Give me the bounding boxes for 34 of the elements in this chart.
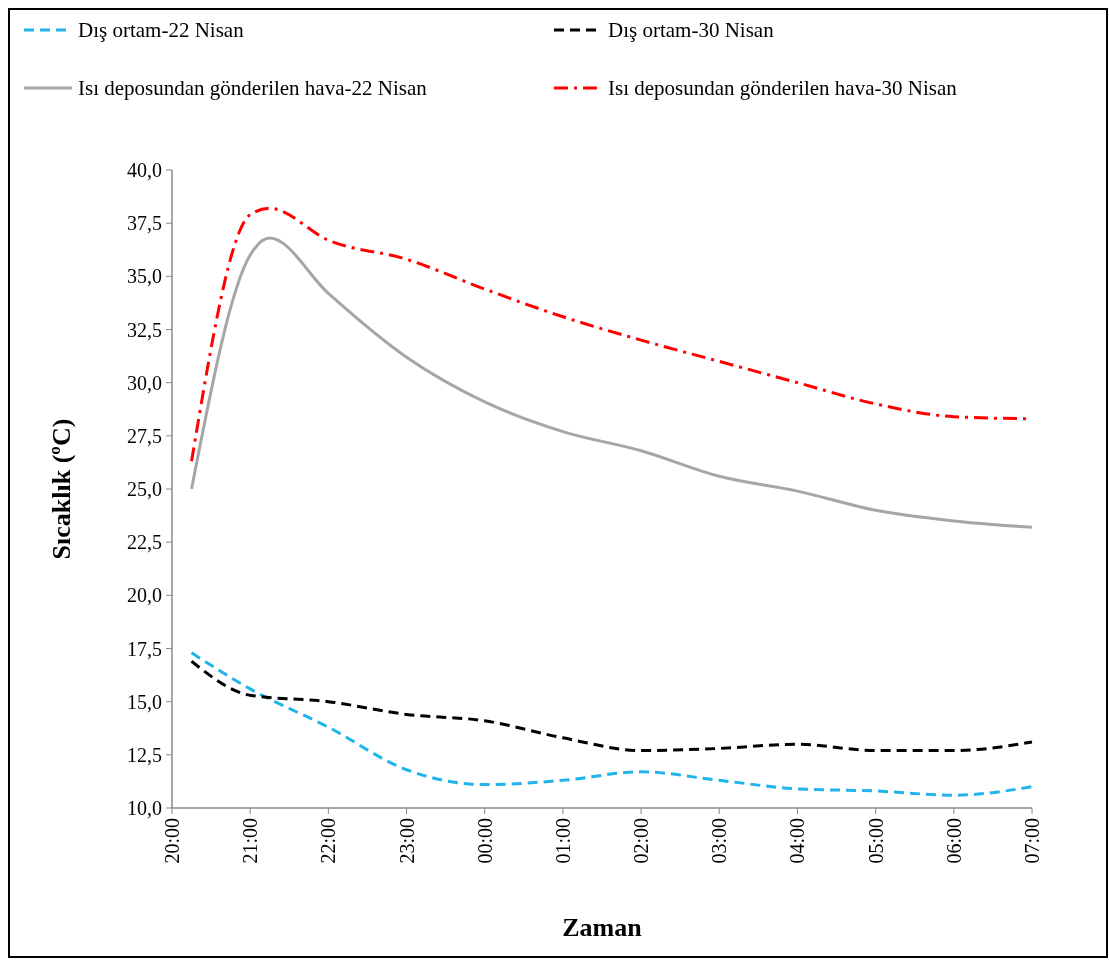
y-tick-label: 10,0 <box>127 797 162 819</box>
x-tick-label: 01:00 <box>551 818 574 864</box>
x-tick-label: 22:00 <box>317 818 340 864</box>
legend-label: Isı deposundan gönderilen hava-22 Nisan <box>78 76 428 100</box>
y-tick-label: 40,0 <box>127 159 162 181</box>
y-tick-label: 22,5 <box>127 531 162 554</box>
y-tick-label: 17,5 <box>127 637 162 660</box>
x-tick-label: 04:00 <box>786 818 809 864</box>
x-tick-label: 03:00 <box>708 818 731 864</box>
x-tick-label: 07:00 <box>1021 818 1043 864</box>
x-tick-label: 05:00 <box>864 818 887 864</box>
x-axis-title: Zaman <box>562 913 643 942</box>
y-tick-label: 25,0 <box>127 478 162 500</box>
x-tick-label: 23:00 <box>395 818 418 864</box>
x-tick-label: 06:00 <box>942 818 965 864</box>
line-series <box>190 651 1034 797</box>
line-series <box>190 236 1034 529</box>
x-tick-label: 20:00 <box>161 818 183 864</box>
x-tick-label: 00:00 <box>473 818 496 864</box>
legend-label: Dış ortam-30 Nisan <box>608 18 775 42</box>
y-tick-label: 20,0 <box>127 584 162 607</box>
y-axis-title: Sıcaklık (ºC) <box>47 418 76 560</box>
y-tick-label: 37,5 <box>127 212 162 235</box>
legend-label: Isı deposundan gönderilen hava-30 Nisan <box>608 76 958 100</box>
y-tick-label: 35,0 <box>127 265 162 288</box>
line-series <box>190 659 1034 753</box>
y-tick-label: 30,0 <box>127 371 162 394</box>
y-tick-label: 15,0 <box>127 690 162 713</box>
x-tick-label: 02:00 <box>630 818 653 864</box>
legend-label: Dış ortam-22 Nisan <box>78 18 245 42</box>
y-tick-label: 12,5 <box>127 743 162 766</box>
y-tick-label: 27,5 <box>127 424 162 447</box>
x-tick-label: 21:00 <box>239 818 262 864</box>
y-tick-label: 32,5 <box>127 318 162 341</box>
